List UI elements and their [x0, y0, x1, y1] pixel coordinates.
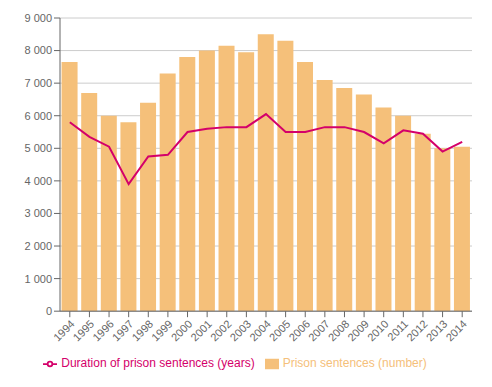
svg-text:2010: 2010: [365, 318, 391, 344]
svg-text:2 000: 2 000: [24, 240, 52, 252]
svg-text:2013: 2013: [424, 318, 450, 344]
svg-text:2002: 2002: [208, 318, 234, 344]
svg-text:1996: 1996: [90, 318, 116, 344]
svg-text:7 000: 7 000: [24, 77, 52, 89]
svg-text:1994: 1994: [51, 318, 77, 344]
svg-text:9 000: 9 000: [24, 12, 52, 24]
svg-text:2004: 2004: [247, 318, 273, 344]
svg-text:2012: 2012: [404, 318, 430, 344]
svg-text:4 000: 4 000: [24, 175, 52, 187]
svg-text:2006: 2006: [286, 318, 312, 344]
svg-text:2011: 2011: [385, 318, 410, 343]
svg-text:5 000: 5 000: [24, 142, 52, 154]
svg-text:1995: 1995: [71, 318, 97, 344]
svg-text:2009: 2009: [345, 318, 371, 344]
svg-text:2001: 2001: [188, 318, 214, 344]
svg-text:2005: 2005: [267, 318, 293, 344]
svg-text:2007: 2007: [306, 318, 332, 344]
html-text:Prison sentences (number): Prison sentences (number): [282, 356, 427, 371]
svg-text:1 000: 1 000: [24, 273, 52, 285]
svg-text:1998: 1998: [129, 318, 155, 344]
svg-text:8 000: 8 000: [24, 44, 52, 56]
svg-text:6 000: 6 000: [24, 110, 52, 122]
svg-text:2014: 2014: [443, 318, 469, 344]
svg-text:0: 0: [46, 305, 52, 317]
html-text:Duration of prison sentences (: Duration of prison sentences (years): [61, 356, 255, 371]
svg-text:2008: 2008: [326, 318, 352, 344]
svg-text:2000: 2000: [169, 318, 195, 344]
svg-text:1999: 1999: [149, 318, 175, 344]
svg-text:1997: 1997: [110, 318, 136, 344]
svg-text:2003: 2003: [228, 318, 254, 344]
svg-text:3 000: 3 000: [24, 207, 52, 219]
